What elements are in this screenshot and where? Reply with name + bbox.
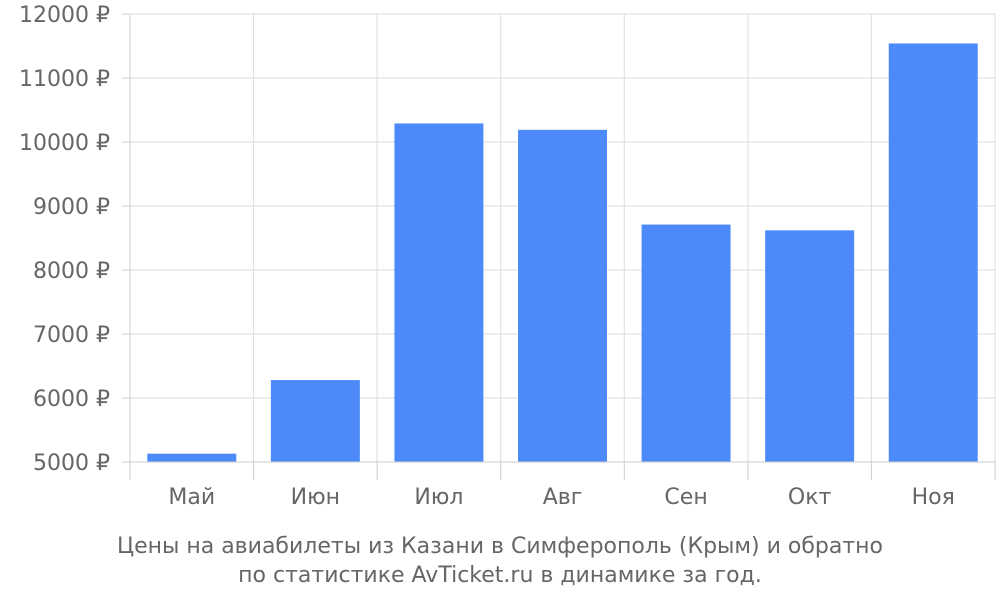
bar-Ноя bbox=[888, 43, 978, 462]
x-axis-ticks: Май Июн Июл Авг Сен Окт Ноя bbox=[168, 485, 954, 510]
x-tick-label: Окт bbox=[788, 485, 832, 510]
bars bbox=[147, 43, 978, 462]
bar-Май bbox=[147, 453, 237, 462]
bar-Окт bbox=[765, 230, 855, 462]
x-tick-label: Июл bbox=[414, 485, 463, 510]
x-tick-label: Июн bbox=[291, 485, 340, 510]
y-tick-label: 10000 ₽ bbox=[19, 131, 110, 156]
x-tick-label: Авг bbox=[543, 485, 583, 510]
bar-Июн bbox=[270, 380, 360, 462]
bar-Июл bbox=[394, 123, 484, 462]
y-tick-label: 9000 ₽ bbox=[33, 195, 110, 220]
y-tick-label: 5000 ₽ bbox=[33, 451, 110, 476]
chart-caption: Цены на авиабилеты из Казани в Симферопо… bbox=[0, 532, 1000, 590]
bar-chart: 5000 ₽ 6000 ₽ 7000 ₽ 8000 ₽ 9000 ₽ 10000 ₽ 110… bbox=[19, 3, 996, 510]
y-tick-label: 8000 ₽ bbox=[33, 259, 110, 284]
y-tick-label: 11000 ₽ bbox=[19, 67, 110, 92]
x-tick-label: Ноя bbox=[912, 485, 955, 510]
caption-line-1: Цены на авиабилеты из Казани в Симферопо… bbox=[116, 534, 883, 559]
y-tick-label: 7000 ₽ bbox=[33, 323, 110, 348]
x-tick-label: Сен bbox=[664, 485, 707, 510]
y-tick-label: 6000 ₽ bbox=[33, 387, 110, 412]
x-tick-label: Май bbox=[168, 485, 215, 510]
axes bbox=[122, 13, 996, 480]
bar-Сен bbox=[641, 224, 731, 462]
caption-line-2: по статистике AvTicket.ru в динамике за … bbox=[238, 563, 762, 588]
bar-Авг bbox=[518, 129, 607, 462]
y-axis-ticks: 5000 ₽ 6000 ₽ 7000 ₽ 8000 ₽ 9000 ₽ 10000 ₽ 110… bbox=[19, 3, 110, 476]
y-tick-label: 12000 ₽ bbox=[19, 3, 110, 28]
